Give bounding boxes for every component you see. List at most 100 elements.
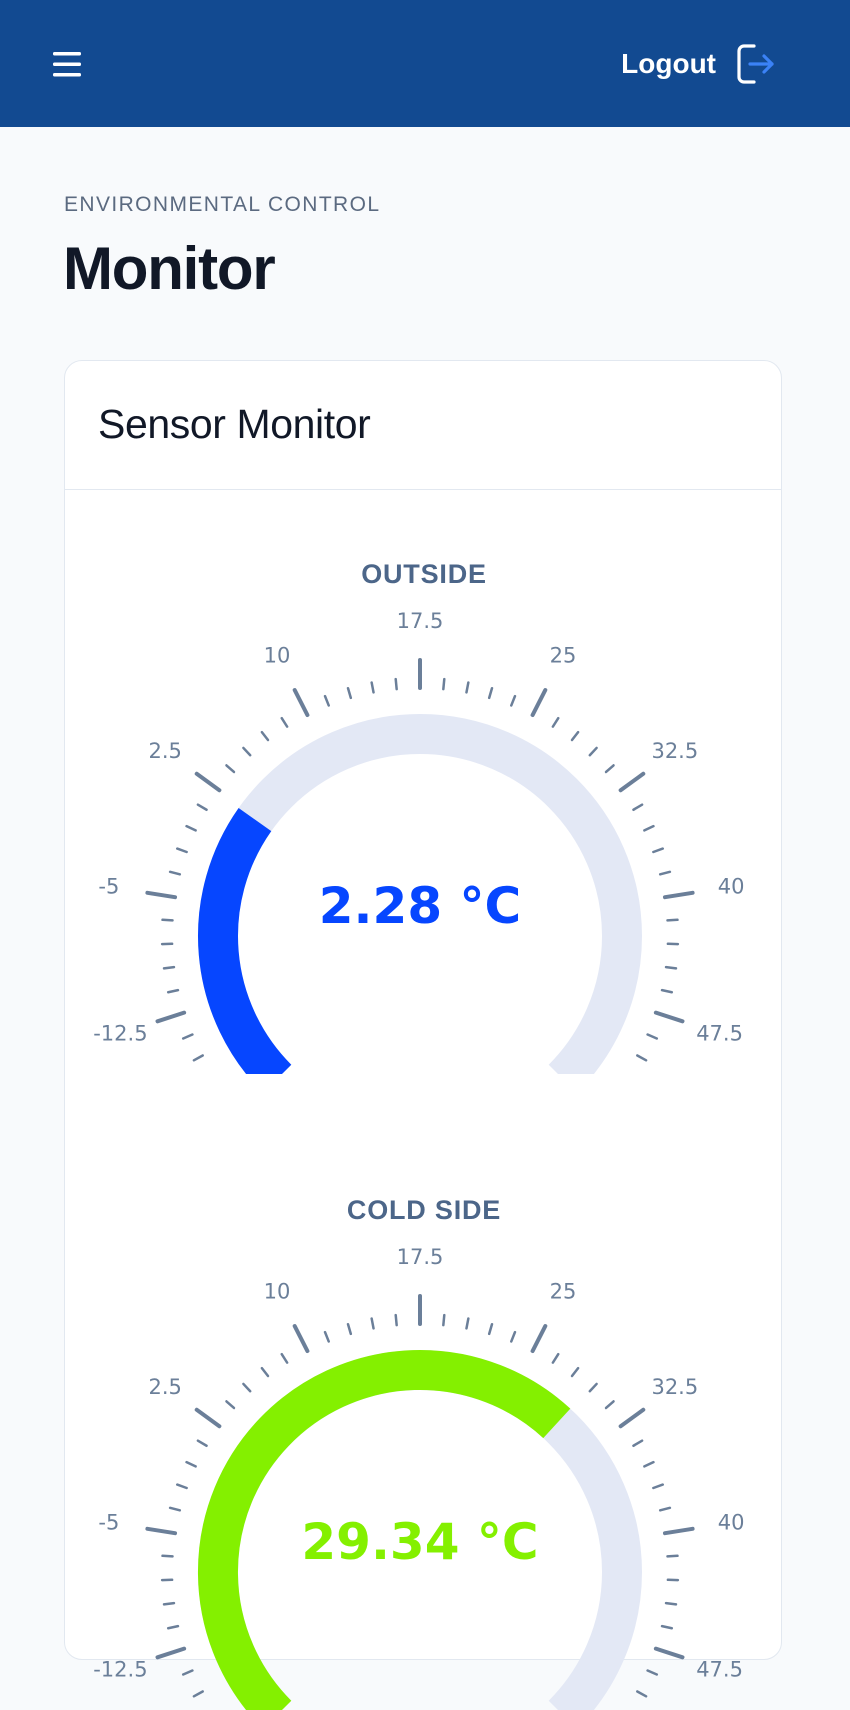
gauge-minor-tick [325,1332,329,1341]
gauge-minor-tick [660,872,670,874]
gauge-tick-label: -12.5 [93,1021,147,1045]
gauge-value-readout: 2.28 °C [319,877,521,935]
gauge-minor-tick [637,1691,646,1696]
gauge-minor-tick [662,1626,672,1628]
gauge-minor-tick [262,732,268,740]
gauge-minor-tick [183,1670,192,1674]
gauge-major-tick [665,893,693,897]
gauge-minor-tick [644,1462,653,1466]
page-title: Monitor [63,234,275,303]
gauge-tick-label: 10 [264,643,291,667]
gauge-minor-tick [668,920,678,921]
gauge-minor-tick [194,1055,203,1060]
gauge-minor-tick [194,1691,203,1696]
gauge-minor-tick [653,849,662,852]
gauge-minor-tick [633,1441,642,1446]
gauge-tick-label: 32.5 [651,1375,698,1399]
gauge-major-tick [158,1013,185,1022]
gauge-minor-tick [489,688,492,698]
gauge-tick-label: -12.5 [93,1657,147,1681]
gauge-minor-tick [666,967,676,968]
gauge-minor-tick [466,1319,468,1329]
gauge-minor-tick [662,990,672,992]
gauge-minor-tick [177,849,186,852]
gauge-tick-label: 10 [264,1279,291,1303]
gauge-major-tick [295,1326,308,1351]
gauge-minor-tick [187,826,196,830]
menu-button[interactable] [50,48,86,80]
gauge-tick-label: -5 [98,875,119,899]
gauge-major-tick [533,1326,546,1351]
logout-label: Logout [621,48,716,80]
card-header: Sensor Monitor [65,361,781,490]
gauge-minor-tick [226,1401,234,1408]
section-eyebrow: ENVIRONMENTAL CONTROL [64,193,380,217]
gauge-tick-label: 25 [550,1279,577,1303]
gauge-tick-label: 47.5 [696,1657,743,1681]
gauge-major-tick [533,690,546,715]
gauge-minor-tick [590,1384,597,1391]
gauge-title: COLD SIDE [65,1195,783,1226]
card-title: Sensor Monitor [98,401,370,448]
gauge-major-tick [147,893,175,897]
gauge-tick-label: 25 [550,643,577,667]
gauge-minor-tick [348,1324,351,1334]
gauge-tick-label: 47.5 [696,1021,743,1045]
gauge-minor-tick [443,1315,444,1325]
gauge-minor-tick [168,990,178,992]
gauge-minor-tick [170,872,180,874]
gauge-minor-tick [372,1319,374,1329]
gauge-minor-tick [637,1055,646,1060]
gauge-minor-tick [511,696,515,705]
gauge-minor-tick [198,805,207,810]
gauge-minor-tick [606,765,614,772]
gauge-minor-tick [282,1354,287,1362]
gauge-minor-tick [170,1508,180,1510]
gauge-major-tick [197,1410,220,1426]
gauge-minor-tick [666,1603,676,1604]
gauge-minor-tick [644,826,653,830]
gauge-minor-tick [553,718,558,726]
gauge-minor-tick [226,765,234,772]
gauge-tick-label: 40 [718,1511,745,1535]
gauge-value-readout: 29.34 °C [301,1513,538,1571]
gauge-minor-tick [572,732,578,740]
gauge-tick-label: -5 [98,1511,119,1535]
gauge-minor-tick [243,748,250,755]
gauge-minor-tick [177,1485,186,1488]
gauge-minor-tick [660,1508,670,1510]
gauge-minor-tick [187,1462,196,1466]
gauge-minor-tick [653,1485,662,1488]
gauge-major-tick [656,1649,683,1658]
gauge-major-tick [295,690,308,715]
gauge-tick-label: 17.5 [397,1245,444,1269]
gauge-minor-tick [606,1401,614,1408]
gauge-minor-tick [282,718,287,726]
gauge-minor-tick [164,1603,174,1604]
gauge-minor-tick [466,683,468,693]
gauge-major-tick [158,1649,185,1658]
gauge-minor-tick [572,1368,578,1376]
gauge-minor-tick [198,1441,207,1446]
gauge-minor-tick [648,1034,657,1038]
gauge-minor-tick [372,683,374,693]
gauge-major-tick [621,1410,644,1426]
gauge-minor-tick [262,1368,268,1376]
hamburger-menu-icon [50,48,86,80]
gauge-tick-label: 32.5 [651,739,698,763]
logout-arrow-icon [734,42,778,86]
logout-button[interactable]: Logout [621,40,778,88]
gauge-minor-tick [633,805,642,810]
gauge-major-tick [665,1529,693,1533]
gauge-minor-tick [553,1354,558,1362]
gauge-major-tick [197,774,220,790]
gauge-major-tick [147,1529,175,1533]
gauge-tick-label: 17.5 [397,609,444,633]
gauge-minor-tick [243,1384,250,1391]
gauge-minor-tick [668,1556,678,1557]
gauge-minor-tick [183,1034,192,1038]
gauge-minor-tick [590,748,597,755]
gauge-major-tick [621,774,644,790]
